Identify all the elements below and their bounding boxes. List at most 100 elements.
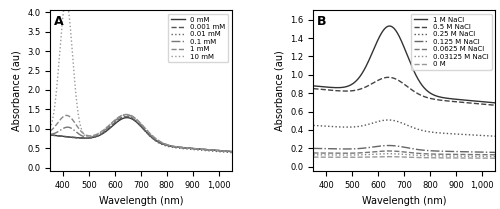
0.1 mM — [146, 132, 152, 134]
0.001 mM — [47, 134, 53, 136]
0.25 M NaCl — [398, 121, 404, 124]
X-axis label: Wavelength (nm): Wavelength (nm) — [362, 196, 446, 206]
0.125 M NaCl — [398, 145, 404, 148]
Line: 0.03125 M NaCl: 0.03125 M NaCl — [314, 154, 495, 157]
1 M NaCl — [460, 99, 466, 101]
0.001 mM — [196, 148, 202, 150]
Line: 0.0625 M NaCl: 0.0625 M NaCl — [314, 151, 495, 155]
1 M NaCl — [409, 66, 415, 68]
10 mM — [228, 150, 234, 153]
0.25 M NaCl — [386, 119, 392, 121]
1 mM — [224, 150, 230, 153]
0 mM — [124, 116, 130, 119]
Line: 0 M: 0 M — [314, 157, 495, 158]
0 mM — [156, 141, 162, 143]
0.0625 M NaCl — [397, 150, 403, 153]
10 mM — [134, 119, 140, 122]
1 M NaCl — [419, 84, 425, 86]
0.125 M NaCl — [419, 149, 425, 151]
0.1 mM — [134, 120, 140, 122]
0.0625 M NaCl — [492, 154, 498, 156]
0.125 M NaCl — [310, 147, 316, 150]
0.03125 M NaCl — [460, 155, 466, 157]
0 mM — [47, 134, 53, 136]
0.1 mM — [156, 140, 162, 143]
0.1 mM — [47, 133, 53, 136]
0.01 mM — [134, 120, 140, 123]
0.0625 M NaCl — [488, 153, 494, 156]
Line: 0.25 M NaCl: 0.25 M NaCl — [314, 120, 495, 136]
0 M — [310, 156, 316, 158]
0.5 M NaCl — [398, 81, 404, 83]
0 M — [492, 157, 498, 159]
0.01 mM — [134, 121, 140, 124]
0.125 M NaCl — [386, 144, 392, 147]
0.25 M NaCl — [409, 126, 415, 128]
0.01 mM — [47, 134, 53, 136]
0.0625 M NaCl — [398, 150, 404, 153]
0.0625 M NaCl — [310, 152, 316, 154]
Text: B: B — [317, 15, 326, 28]
0.01 mM — [228, 151, 234, 154]
Legend: 1 M NaCl, 0.5 M NaCl, 0.25 M NaCl, 0.125 M NaCl, 0.0625 M NaCl, 0.03125 M NaCl, : 1 M NaCl, 0.5 M NaCl, 0.25 M NaCl, 0.125… — [411, 14, 492, 70]
0.01 mM — [124, 115, 130, 117]
1 mM — [146, 131, 152, 133]
0.25 M NaCl — [419, 129, 425, 132]
0 mM — [228, 150, 234, 153]
1 mM — [134, 119, 140, 122]
Line: 0.1 mM: 0.1 mM — [50, 115, 232, 152]
0.5 M NaCl — [488, 104, 494, 106]
Line: 0.125 M NaCl: 0.125 M NaCl — [314, 145, 495, 152]
0.001 mM — [228, 150, 234, 153]
0.001 mM — [224, 150, 230, 153]
10 mM — [224, 150, 230, 153]
0.125 M NaCl — [409, 147, 415, 150]
0.01 mM — [196, 149, 202, 151]
0.5 M NaCl — [310, 87, 316, 90]
0.0625 M NaCl — [419, 152, 425, 155]
X-axis label: Wavelength (nm): Wavelength (nm) — [98, 196, 183, 206]
0.03125 M NaCl — [310, 154, 316, 156]
Legend: 0 mM, 0.001 mM, 0.01 mM, 0.1 mM, 1 mM, 10 mM: 0 mM, 0.001 mM, 0.01 mM, 0.1 mM, 1 mM, 1… — [168, 14, 228, 62]
0.25 M NaCl — [488, 135, 494, 137]
0.25 M NaCl — [460, 133, 466, 136]
Line: 0.001 mM: 0.001 mM — [50, 117, 232, 152]
0.1 mM — [196, 148, 202, 150]
10 mM — [47, 127, 53, 130]
0.03125 M NaCl — [386, 152, 392, 155]
0.1 mM — [228, 150, 234, 153]
0 mM — [146, 133, 152, 136]
1 mM — [228, 150, 234, 153]
0.01 mM — [224, 151, 230, 154]
Line: 0 mM: 0 mM — [50, 118, 232, 152]
0.1 mM — [124, 114, 130, 116]
0 M — [409, 156, 415, 159]
0.001 mM — [156, 141, 162, 143]
0.125 M NaCl — [488, 151, 494, 154]
0.03125 M NaCl — [398, 153, 404, 155]
1 mM — [156, 139, 162, 142]
1 M NaCl — [386, 25, 392, 27]
0 M — [419, 156, 425, 159]
0.03125 M NaCl — [488, 155, 494, 158]
0.125 M NaCl — [460, 150, 466, 153]
0 mM — [134, 121, 140, 124]
0.5 M NaCl — [409, 89, 415, 91]
0.001 mM — [134, 122, 140, 124]
Line: 1 M NaCl: 1 M NaCl — [314, 26, 495, 103]
0.5 M NaCl — [460, 101, 466, 104]
1 mM — [196, 148, 202, 150]
0.01 mM — [146, 134, 152, 136]
0.0625 M NaCl — [460, 153, 466, 156]
0.001 mM — [134, 121, 140, 123]
0 M — [398, 156, 404, 158]
0 mM — [134, 122, 140, 124]
0.5 M NaCl — [386, 76, 392, 79]
0 M — [488, 157, 494, 159]
0 mM — [224, 150, 230, 153]
0 M — [385, 155, 391, 158]
10 mM — [196, 148, 202, 150]
1 M NaCl — [492, 102, 498, 104]
Line: 0.01 mM: 0.01 mM — [50, 116, 232, 153]
1 mM — [134, 118, 140, 121]
